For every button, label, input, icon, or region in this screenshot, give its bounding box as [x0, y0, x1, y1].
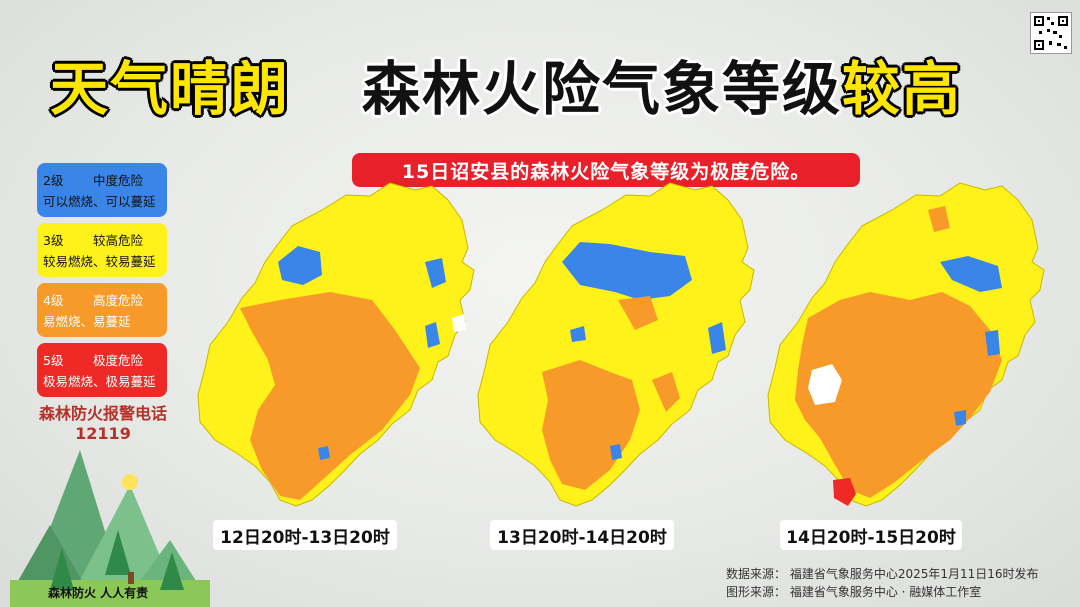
forest-illustration: [10, 450, 210, 607]
map-2: [477, 182, 755, 507]
map-1: [197, 182, 475, 507]
legend-desc: 可以燃烧、可以蔓延: [43, 194, 156, 209]
map-3-level2-region: [940, 256, 1002, 292]
map-3-level4-region: [928, 206, 950, 232]
legend: 2级 中度危险可以燃烧、可以蔓延 3级 较高危险较易燃烧、较易蔓延 4级 高度危险易燃烧、…: [37, 163, 167, 403]
legend-item-level-2: 2级 中度危险可以燃烧、可以蔓延: [37, 163, 167, 217]
legend-level: 4级: [43, 293, 64, 308]
legend-desc: 易燃烧、易蔓延: [43, 314, 131, 329]
map-1-date-label: 12日20时-13日20时: [213, 520, 397, 550]
slogan: 森林防火 人人有责: [48, 586, 149, 600]
map-3-level4-region: [795, 292, 1002, 498]
map-2-level4-region: [618, 296, 658, 330]
map-2-level4-region: [652, 372, 680, 412]
map-1-level2-region: [425, 258, 446, 288]
legend-name: 较高危险: [93, 233, 144, 248]
data-source: 数据来源： 福建省气象服务中心2025年1月11日16时发布: [726, 567, 1039, 581]
legend-name: 极度危险: [93, 353, 144, 368]
map-1-level2-region: [278, 246, 322, 285]
map-2-level2-region: [610, 444, 622, 460]
map-1-nodata: [452, 314, 466, 332]
map-1-level2-region: [425, 322, 440, 348]
map-2-level2-region: [708, 322, 726, 354]
map-3-level5-region: [833, 478, 856, 506]
map-1-level2-region: [318, 446, 330, 460]
banner: 15日诏安县的森林火险气象等级为极度危险。: [352, 153, 860, 187]
graphic-source: 图形来源： 福建省气象服务中心 · 融媒体工作室: [726, 585, 982, 599]
page-title-left: 天气晴朗: [50, 55, 291, 123]
title-main: 森林火险气象等级: [362, 55, 843, 123]
map-2-level2-region: [570, 326, 586, 342]
map-3-level2-region: [985, 330, 1000, 356]
source-credits: 数据来源： 福建省气象服务中心2025年1月11日16时发布 图形来源： 福建省…: [726, 565, 1039, 601]
legend-item-level-3: 3级 较高危险较易燃烧、较易蔓延: [37, 223, 167, 277]
legend-desc: 较易燃烧、较易蔓延: [43, 254, 156, 269]
legend-item-level-4: 4级 高度危险易燃烧、易蔓延: [37, 283, 167, 337]
legend-level: 5级: [43, 353, 64, 368]
map-3: [767, 182, 1045, 507]
map-2-level4-region: [542, 360, 640, 490]
map-3-nodata: [808, 364, 842, 405]
hotline-number: 12119: [75, 424, 131, 443]
legend-level: 2级: [43, 173, 64, 188]
qr-code: [1030, 12, 1072, 54]
map-2-date-label: 13日20时-14日20时: [490, 520, 674, 550]
legend-desc: 极易燃烧、极易蔓延: [43, 374, 156, 389]
map-2-level2-region: [562, 242, 692, 300]
hotline-label: 森林防火报警电话: [38, 404, 167, 423]
legend-name: 中度危险: [93, 173, 144, 188]
legend-level: 3级: [43, 233, 64, 248]
map-3-date-label: 14日20时-15日20时: [780, 520, 962, 550]
legend-name: 高度危险: [93, 293, 144, 308]
map-3-level2-region: [954, 410, 966, 426]
map-1-level4-region: [240, 292, 420, 500]
page-title-right: 森林火险气象等级较高: [362, 42, 962, 126]
title-highlight: 较高: [842, 55, 963, 123]
hotline: 森林防火报警电话 12119: [22, 404, 184, 444]
legend-item-level-5: 5级 极度危险极易燃烧、极易蔓延: [37, 343, 167, 397]
